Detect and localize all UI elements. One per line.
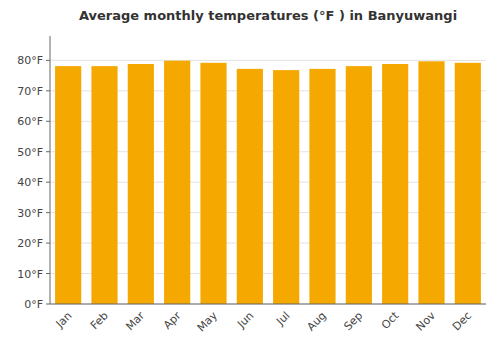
y-tick (46, 90, 50, 91)
x-tick-label: Nov (413, 309, 438, 334)
y-tick-label: 60°F (17, 115, 43, 128)
bars (55, 61, 481, 304)
chart-title: Average monthly temperatures (°F ) in Ba… (79, 8, 457, 23)
x-tick-label: Dec (450, 309, 474, 333)
x-axis: Jan Feb Mar Apr May Jun Jul Aug Sep Oct Nov Dec (50, 304, 486, 334)
y-tick (46, 151, 50, 152)
x-tick-label: May (195, 309, 221, 335)
bar (273, 70, 299, 304)
x-tick-label: Feb (88, 309, 111, 332)
bar (309, 69, 335, 304)
y-tick-label: 70°F (17, 85, 43, 98)
x-axis-line (50, 304, 486, 305)
bar (55, 66, 81, 304)
x-tick-label: Sep (341, 309, 365, 333)
y-tick (46, 60, 50, 61)
x-tick-label: Aug (304, 309, 328, 333)
y-tick-label: 80°F (17, 54, 43, 67)
x-tick-label: Jun (234, 309, 256, 331)
bar (455, 63, 481, 304)
y-tick-label: 10°F (17, 268, 43, 281)
grid (50, 60, 486, 304)
y-tick-label: 20°F (17, 237, 43, 250)
bar (237, 69, 263, 304)
bar (128, 64, 154, 304)
bar (346, 66, 372, 304)
y-tick (46, 304, 50, 305)
chart-svg: Average monthly temperatures (°F ) in Ba… (0, 0, 500, 350)
y-axis: 0°F 10°F 20°F 30°F 40°F 50°F 60°F 70°F 80°F (17, 36, 50, 311)
bar (91, 66, 117, 304)
y-axis-line (50, 36, 51, 304)
y-tick-label: 50°F (17, 146, 43, 159)
y-tick-label: 40°F (17, 176, 43, 189)
grid-line (50, 304, 486, 305)
x-tick-label: Oct (379, 309, 402, 332)
y-tick-label: 0°F (24, 298, 43, 311)
x-tick-label: Apr (161, 309, 184, 332)
bar (382, 64, 408, 304)
y-tick (46, 273, 50, 274)
chart-container: Average monthly temperatures (°F ) in Ba… (0, 0, 500, 350)
y-tick (46, 182, 50, 183)
y-tick (46, 212, 50, 213)
y-tick-label: 30°F (17, 207, 43, 220)
grid-line (50, 60, 486, 61)
bar (418, 61, 444, 304)
x-tick-label: Jan (53, 309, 75, 331)
y-tick (46, 121, 50, 122)
x-tick-label: Jul (273, 309, 292, 328)
bar (164, 61, 190, 304)
x-tick-label: Mar (123, 309, 147, 333)
bar (200, 63, 226, 304)
y-tick (46, 243, 50, 244)
